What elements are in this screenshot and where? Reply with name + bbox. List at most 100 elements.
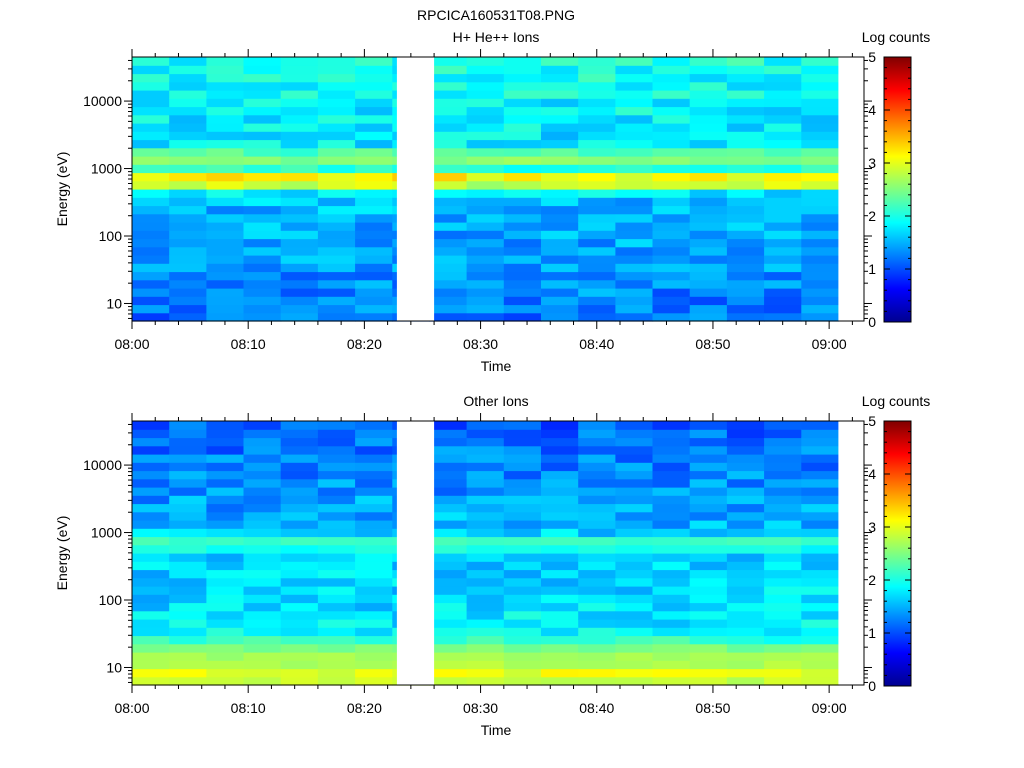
heatmap-cell [132, 255, 170, 264]
heatmap-cell [317, 544, 356, 554]
heatmap-cell [578, 635, 616, 645]
heatmap-cell [764, 536, 802, 546]
heatmap-cell [280, 586, 319, 595]
heatmap-cell [801, 197, 840, 207]
heatmap-cell [503, 205, 542, 215]
heatmap-cell [726, 65, 765, 75]
heatmap-cell [243, 106, 282, 116]
heatmap-cell [243, 544, 282, 554]
heatmap-cell [317, 627, 356, 637]
heatmap-cell [317, 255, 356, 264]
heatmap-cell [169, 577, 207, 587]
heatmap-cell [652, 561, 691, 571]
heatmap-cell [503, 652, 542, 661]
x-tick-label: 08:10 [231, 700, 266, 716]
heatmap-cell [541, 255, 579, 264]
heatmap-cell [317, 462, 356, 472]
data-gap [838, 57, 864, 321]
colorbar-gradient [883, 420, 912, 687]
heatmap-cell [132, 511, 170, 521]
heatmap-cell [355, 189, 393, 198]
heatmap-cell [541, 312, 579, 322]
heatmap-cell [429, 668, 468, 678]
y-tick-label: 100 [99, 228, 123, 244]
heatmap-cell [801, 553, 840, 562]
heatmap-cell [689, 495, 728, 505]
heatmap-cell [801, 90, 840, 99]
heatmap-cell [764, 222, 802, 231]
heatmap-cell [689, 288, 728, 297]
heatmap-cell [132, 164, 170, 174]
heatmap-cell [615, 288, 654, 297]
heatmap-cell [429, 114, 468, 124]
heatmap-cell [652, 503, 691, 513]
heatmap-cell [317, 437, 356, 447]
y-axis-label: Energy (eV) [54, 152, 70, 227]
heatmap-cell [466, 602, 505, 612]
heatmap-cell [541, 454, 579, 463]
heatmap-cell [132, 114, 170, 124]
heatmap-cell [466, 304, 505, 314]
heatmap-cell [317, 81, 356, 91]
heatmap-cell [689, 81, 728, 91]
heatmap-cell [503, 511, 542, 521]
heatmap-cell [652, 263, 691, 273]
heatmap-cell [132, 619, 170, 628]
heatmap-cell [429, 553, 468, 562]
heatmap-cell [317, 520, 356, 529]
heatmap-cell [169, 73, 207, 83]
heatmap-cell [243, 421, 282, 430]
heatmap-cell [764, 676, 802, 686]
figure-title: RPCICA160531T08.PNG [417, 7, 575, 23]
heatmap-cell [355, 230, 393, 240]
heatmap-cell [317, 454, 356, 463]
heatmap-cell [206, 511, 245, 521]
heatmap-cell [503, 73, 542, 83]
heatmap-cell [652, 197, 691, 207]
heatmap-cell [503, 271, 542, 281]
heatmap-cell [689, 98, 728, 108]
y-tick-label: 1000 [91, 161, 122, 177]
heatmap-cell [726, 536, 765, 546]
heatmap-cell [578, 511, 616, 521]
x-axis: 08:00 08:10 08:20 08:30 08:40 08:50 09:00 [114, 413, 853, 716]
heatmap-cell [317, 106, 356, 116]
heatmap-cell [578, 164, 616, 174]
heatmap-cell [355, 421, 393, 430]
heatmap-cell [801, 180, 840, 190]
heatmap-cell [801, 421, 840, 430]
heatmap-cell [243, 478, 282, 488]
heatmap-cell [652, 544, 691, 554]
heatmap-cell [578, 536, 616, 546]
heatmap-cell [466, 65, 505, 75]
heatmap-cell [466, 610, 505, 620]
heatmap-cell [169, 312, 207, 322]
heatmap-cell [764, 627, 802, 637]
heatmap-cell [429, 73, 468, 83]
colorbar-tick-label: 5 [868, 413, 876, 429]
heatmap-cell [243, 296, 282, 306]
heatmap-cell [503, 230, 542, 240]
heatmap-cell [764, 421, 802, 430]
heatmap-cell [280, 495, 319, 505]
heatmap-cell [466, 106, 505, 116]
heatmap-cell [726, 246, 765, 256]
heatmap-cell [615, 602, 654, 612]
heatmap-cell [355, 619, 393, 628]
heatmap-cell [578, 602, 616, 612]
heatmap-cell [503, 445, 542, 455]
heatmap-cell [689, 520, 728, 529]
heatmap-cell [652, 279, 691, 289]
heatmap-cell [317, 131, 356, 141]
heatmap-cell [726, 197, 765, 207]
heatmap-cell [541, 462, 579, 472]
heatmap-cell [652, 635, 691, 645]
heatmap-cell [206, 487, 245, 496]
heatmap-cell [243, 222, 282, 231]
heatmap-cell [726, 57, 765, 66]
heatmap-cell [801, 164, 840, 174]
heatmap-cell [132, 528, 170, 538]
heatmap-cell [280, 156, 319, 165]
